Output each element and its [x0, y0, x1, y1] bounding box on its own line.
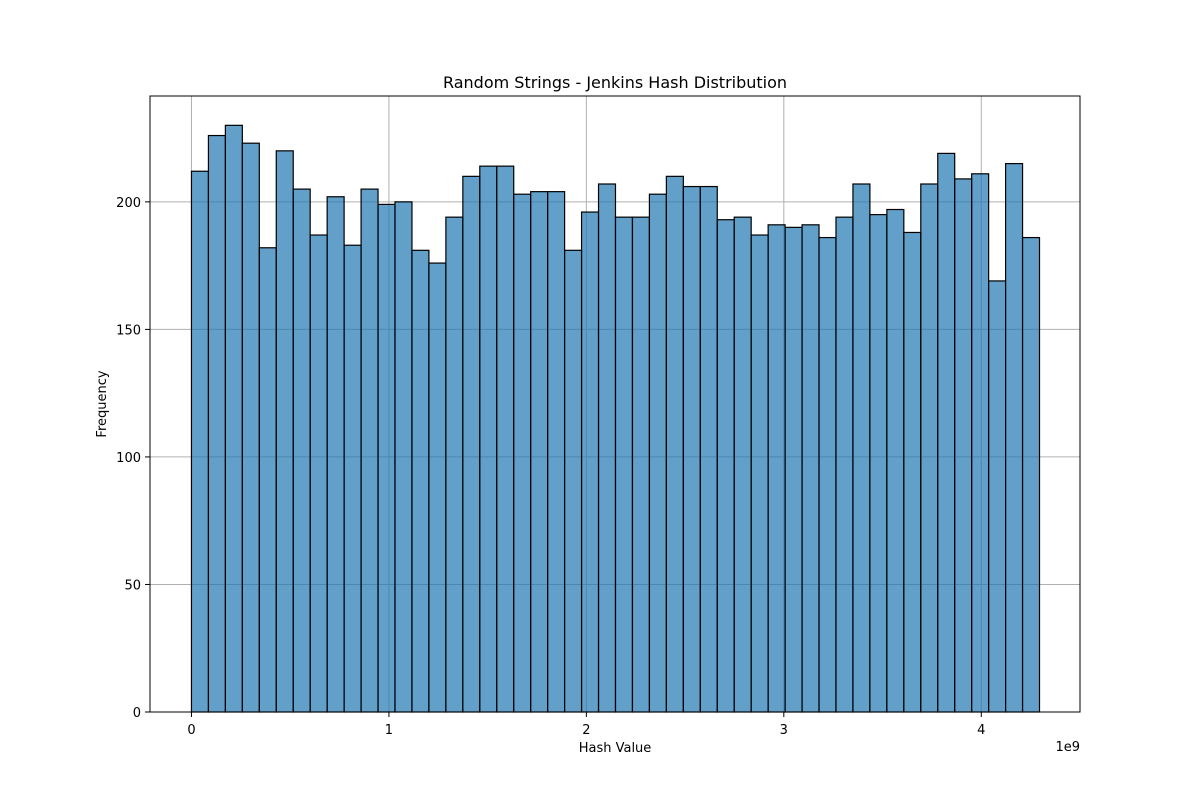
- axis-ticks: 0 1 2 3 4 0 50 100 150 200: [116, 196, 985, 738]
- x-tick-label-3: 3: [780, 723, 788, 738]
- histogram-bar-8: [326, 196, 345, 713]
- histogram-bar-35: [784, 226, 803, 713]
- histogram-bar-41: [886, 208, 905, 713]
- histogram-bar-5: [275, 150, 294, 713]
- x-tick-label-2: 2: [582, 723, 590, 738]
- histogram-bar-39: [852, 183, 871, 713]
- histogram-bar-29: [682, 185, 701, 713]
- histogram-bar-0: [190, 170, 210, 713]
- histogram-bar-28: [665, 175, 684, 713]
- histogram-bar-15: [445, 216, 464, 713]
- histogram-bar-48: [1004, 162, 1024, 713]
- histogram-bar-21: [547, 191, 566, 713]
- histogram-bar-38: [835, 216, 854, 713]
- x-tick-label-1: 1: [385, 723, 393, 738]
- histogram-bar-40: [869, 214, 888, 713]
- histogram-bars: [190, 124, 1041, 713]
- histogram-bar-32: [733, 216, 752, 713]
- histogram-bar-45: [954, 178, 973, 713]
- histogram-bar-20: [530, 191, 549, 713]
- histogram-bar-44: [937, 152, 956, 713]
- y-tick-label-2: 100: [116, 451, 141, 466]
- histogram-bar-42: [903, 231, 922, 713]
- x-tick-label-0: 0: [187, 723, 195, 738]
- histogram-bar-18: [496, 165, 515, 713]
- y-tick-label-0: 0: [133, 706, 141, 721]
- plot-area-frame: [149, 95, 1081, 713]
- histogram-bar-34: [767, 224, 786, 713]
- histogram-bar-3: [241, 142, 260, 713]
- histogram-bar-14: [428, 262, 447, 713]
- y-tick-label-3: 150: [116, 323, 141, 338]
- histogram-bar-7: [309, 234, 328, 713]
- x-tick-label-4: 4: [977, 723, 985, 738]
- y-axis-label: Frequency: [95, 370, 110, 437]
- histogram-bar-22: [564, 249, 583, 713]
- histogram-bar-11: [377, 203, 396, 713]
- chart-title: Random Strings - Jenkins Hash Distributi…: [443, 73, 787, 92]
- histogram-bar-16: [462, 175, 481, 713]
- histogram-bar-26: [631, 216, 651, 713]
- histogram-bar-37: [818, 236, 837, 713]
- y-tick-label-4: 200: [116, 196, 141, 211]
- histogram-bar-17: [479, 165, 498, 713]
- histogram-bar-13: [411, 249, 430, 713]
- histogram-bar-10: [360, 188, 379, 713]
- histogram-bar-46: [971, 173, 990, 713]
- histogram-bar-43: [920, 183, 939, 713]
- histogram-bar-36: [801, 224, 820, 713]
- histogram-bar-49: [1021, 236, 1041, 713]
- x-axis-offset-label: 1e9: [1055, 740, 1080, 755]
- histogram-bar-33: [750, 234, 769, 713]
- histogram-bar-19: [513, 193, 532, 713]
- histogram-bar-25: [614, 216, 634, 713]
- histogram-bar-9: [343, 244, 362, 713]
- histogram-bar-12: [394, 201, 413, 713]
- histogram-bar-31: [716, 219, 735, 713]
- histogram-bar-23: [580, 211, 600, 713]
- histogram-bar-24: [597, 183, 617, 713]
- histogram-bar-4: [258, 247, 277, 713]
- y-tick-label-1: 50: [124, 578, 141, 593]
- histogram-bar-2: [224, 124, 243, 713]
- histogram-bar-6: [292, 188, 311, 713]
- histogram-bar-1: [207, 134, 226, 713]
- x-axis-label: Hash Value: [579, 741, 652, 756]
- histogram-bar-27: [648, 193, 667, 713]
- histogram-bar-30: [699, 185, 718, 713]
- histogram-bar-47: [988, 280, 1007, 713]
